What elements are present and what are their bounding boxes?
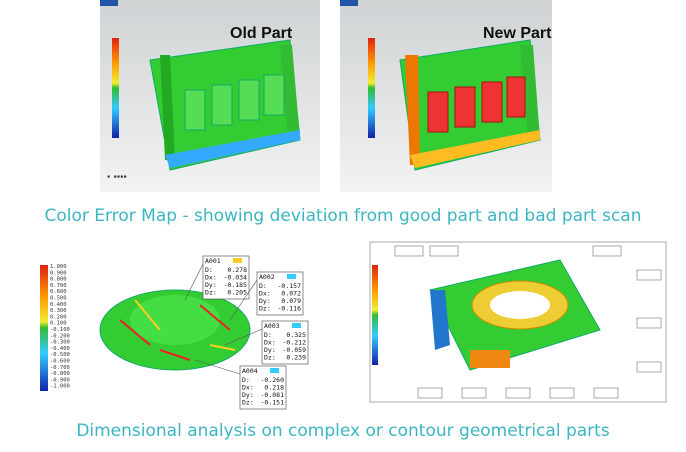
callout-value: -0.260 bbox=[261, 376, 285, 384]
callout-value: 0.278 bbox=[227, 266, 247, 274]
scale-label: 0.500 bbox=[50, 296, 67, 302]
callout-value: -0.034 bbox=[224, 274, 248, 282]
leader bbox=[229, 279, 258, 321]
callout-box bbox=[239, 365, 287, 410]
scale-label: -0.500 bbox=[50, 352, 70, 358]
scale-label: 1.000 bbox=[50, 264, 67, 270]
callout-value: 0.205 bbox=[227, 289, 247, 297]
leader bbox=[184, 263, 204, 301]
panel-label: New Part bbox=[483, 25, 552, 42]
callout-id: A001 bbox=[205, 257, 221, 265]
callout-key: D: bbox=[259, 282, 267, 290]
scale-label: -0.200 bbox=[50, 333, 70, 339]
callout-value: 0.325 bbox=[286, 331, 306, 339]
callout-value: 0.239 bbox=[286, 354, 306, 362]
scale-label: -0.700 bbox=[50, 365, 70, 371]
callout-key: D: bbox=[242, 376, 250, 384]
callout-id: A002 bbox=[259, 273, 275, 281]
callout-key: Dx: bbox=[242, 384, 254, 392]
part-analysis-image bbox=[369, 241, 667, 403]
callout-value: 0.079 bbox=[281, 297, 301, 305]
callout-key: Dx: bbox=[259, 290, 271, 298]
callout-key: D: bbox=[205, 266, 213, 274]
callout-key: Dz: bbox=[259, 305, 271, 313]
leader bbox=[224, 328, 263, 346]
callout-value: -0.151 bbox=[261, 399, 285, 407]
scale-label: -0.800 bbox=[50, 371, 70, 377]
callout-key: Dx: bbox=[264, 339, 276, 347]
callout-flag bbox=[287, 274, 296, 279]
callout-key: D: bbox=[264, 331, 272, 339]
turbine-image: 1.0000.9000.8000.7000.6000.5000.4000.300… bbox=[38, 242, 310, 410]
callout-key: Dx: bbox=[205, 274, 217, 282]
callout-value: 0.072 bbox=[281, 290, 301, 298]
callout-flag bbox=[233, 258, 242, 263]
callout-key: Dy: bbox=[259, 297, 271, 305]
panel-label: Old Part bbox=[230, 25, 293, 42]
scale-label: -0.600 bbox=[50, 359, 70, 365]
scale-label: 0.800 bbox=[50, 277, 67, 283]
callout-id: A004 bbox=[242, 367, 258, 375]
callout-flag bbox=[270, 368, 279, 373]
caption: Dimensional analysis on complex or conto… bbox=[76, 421, 610, 441]
callout-value: -0.212 bbox=[283, 339, 307, 347]
scale-label: 0.600 bbox=[50, 289, 67, 295]
callout-id: A003 bbox=[264, 322, 280, 330]
scale-label: 0.200 bbox=[50, 314, 67, 320]
callout-value: -0.116 bbox=[278, 305, 302, 313]
callout-value: -0.081 bbox=[261, 391, 285, 399]
callout-flag bbox=[292, 323, 301, 328]
callout-value: -0.059 bbox=[283, 346, 307, 354]
scale-label: 0.100 bbox=[50, 321, 67, 327]
scale-label: -0.100 bbox=[50, 327, 70, 333]
callout-value: -0.157 bbox=[278, 282, 302, 290]
scale-label: 0.400 bbox=[50, 302, 67, 308]
leader bbox=[194, 359, 241, 375]
scale-label: 0.900 bbox=[50, 270, 67, 276]
callout-key: Dz: bbox=[242, 399, 254, 407]
scale-label: -0.400 bbox=[50, 346, 70, 352]
scale-label: -0.900 bbox=[50, 377, 70, 383]
callout-box bbox=[202, 255, 250, 300]
caption: Color Error Map - showing deviation from… bbox=[45, 206, 642, 226]
callout-key: Dz: bbox=[264, 354, 276, 362]
callout-key: Dz: bbox=[205, 289, 217, 297]
callout-box bbox=[256, 271, 304, 316]
scale-label: -1.000 bbox=[50, 384, 70, 390]
callout-key: Dy: bbox=[242, 391, 254, 399]
scale-label: 0.300 bbox=[50, 308, 67, 314]
callout-box bbox=[261, 320, 309, 365]
callout-key: Dy: bbox=[264, 346, 276, 354]
old-part-image: ▪ ▪▪▪▪ Old Part bbox=[100, 0, 320, 192]
callout-key: Dy: bbox=[205, 281, 217, 289]
new-part-image: New Part bbox=[340, 0, 552, 192]
scale-label: -0.300 bbox=[50, 340, 70, 346]
callout-value: 0.218 bbox=[264, 384, 284, 392]
callout-value: -0.185 bbox=[224, 281, 248, 289]
svg-text:▪ ▪▪▪▪: ▪ ▪▪▪▪ bbox=[107, 174, 127, 180]
scale-label: 0.700 bbox=[50, 283, 67, 289]
